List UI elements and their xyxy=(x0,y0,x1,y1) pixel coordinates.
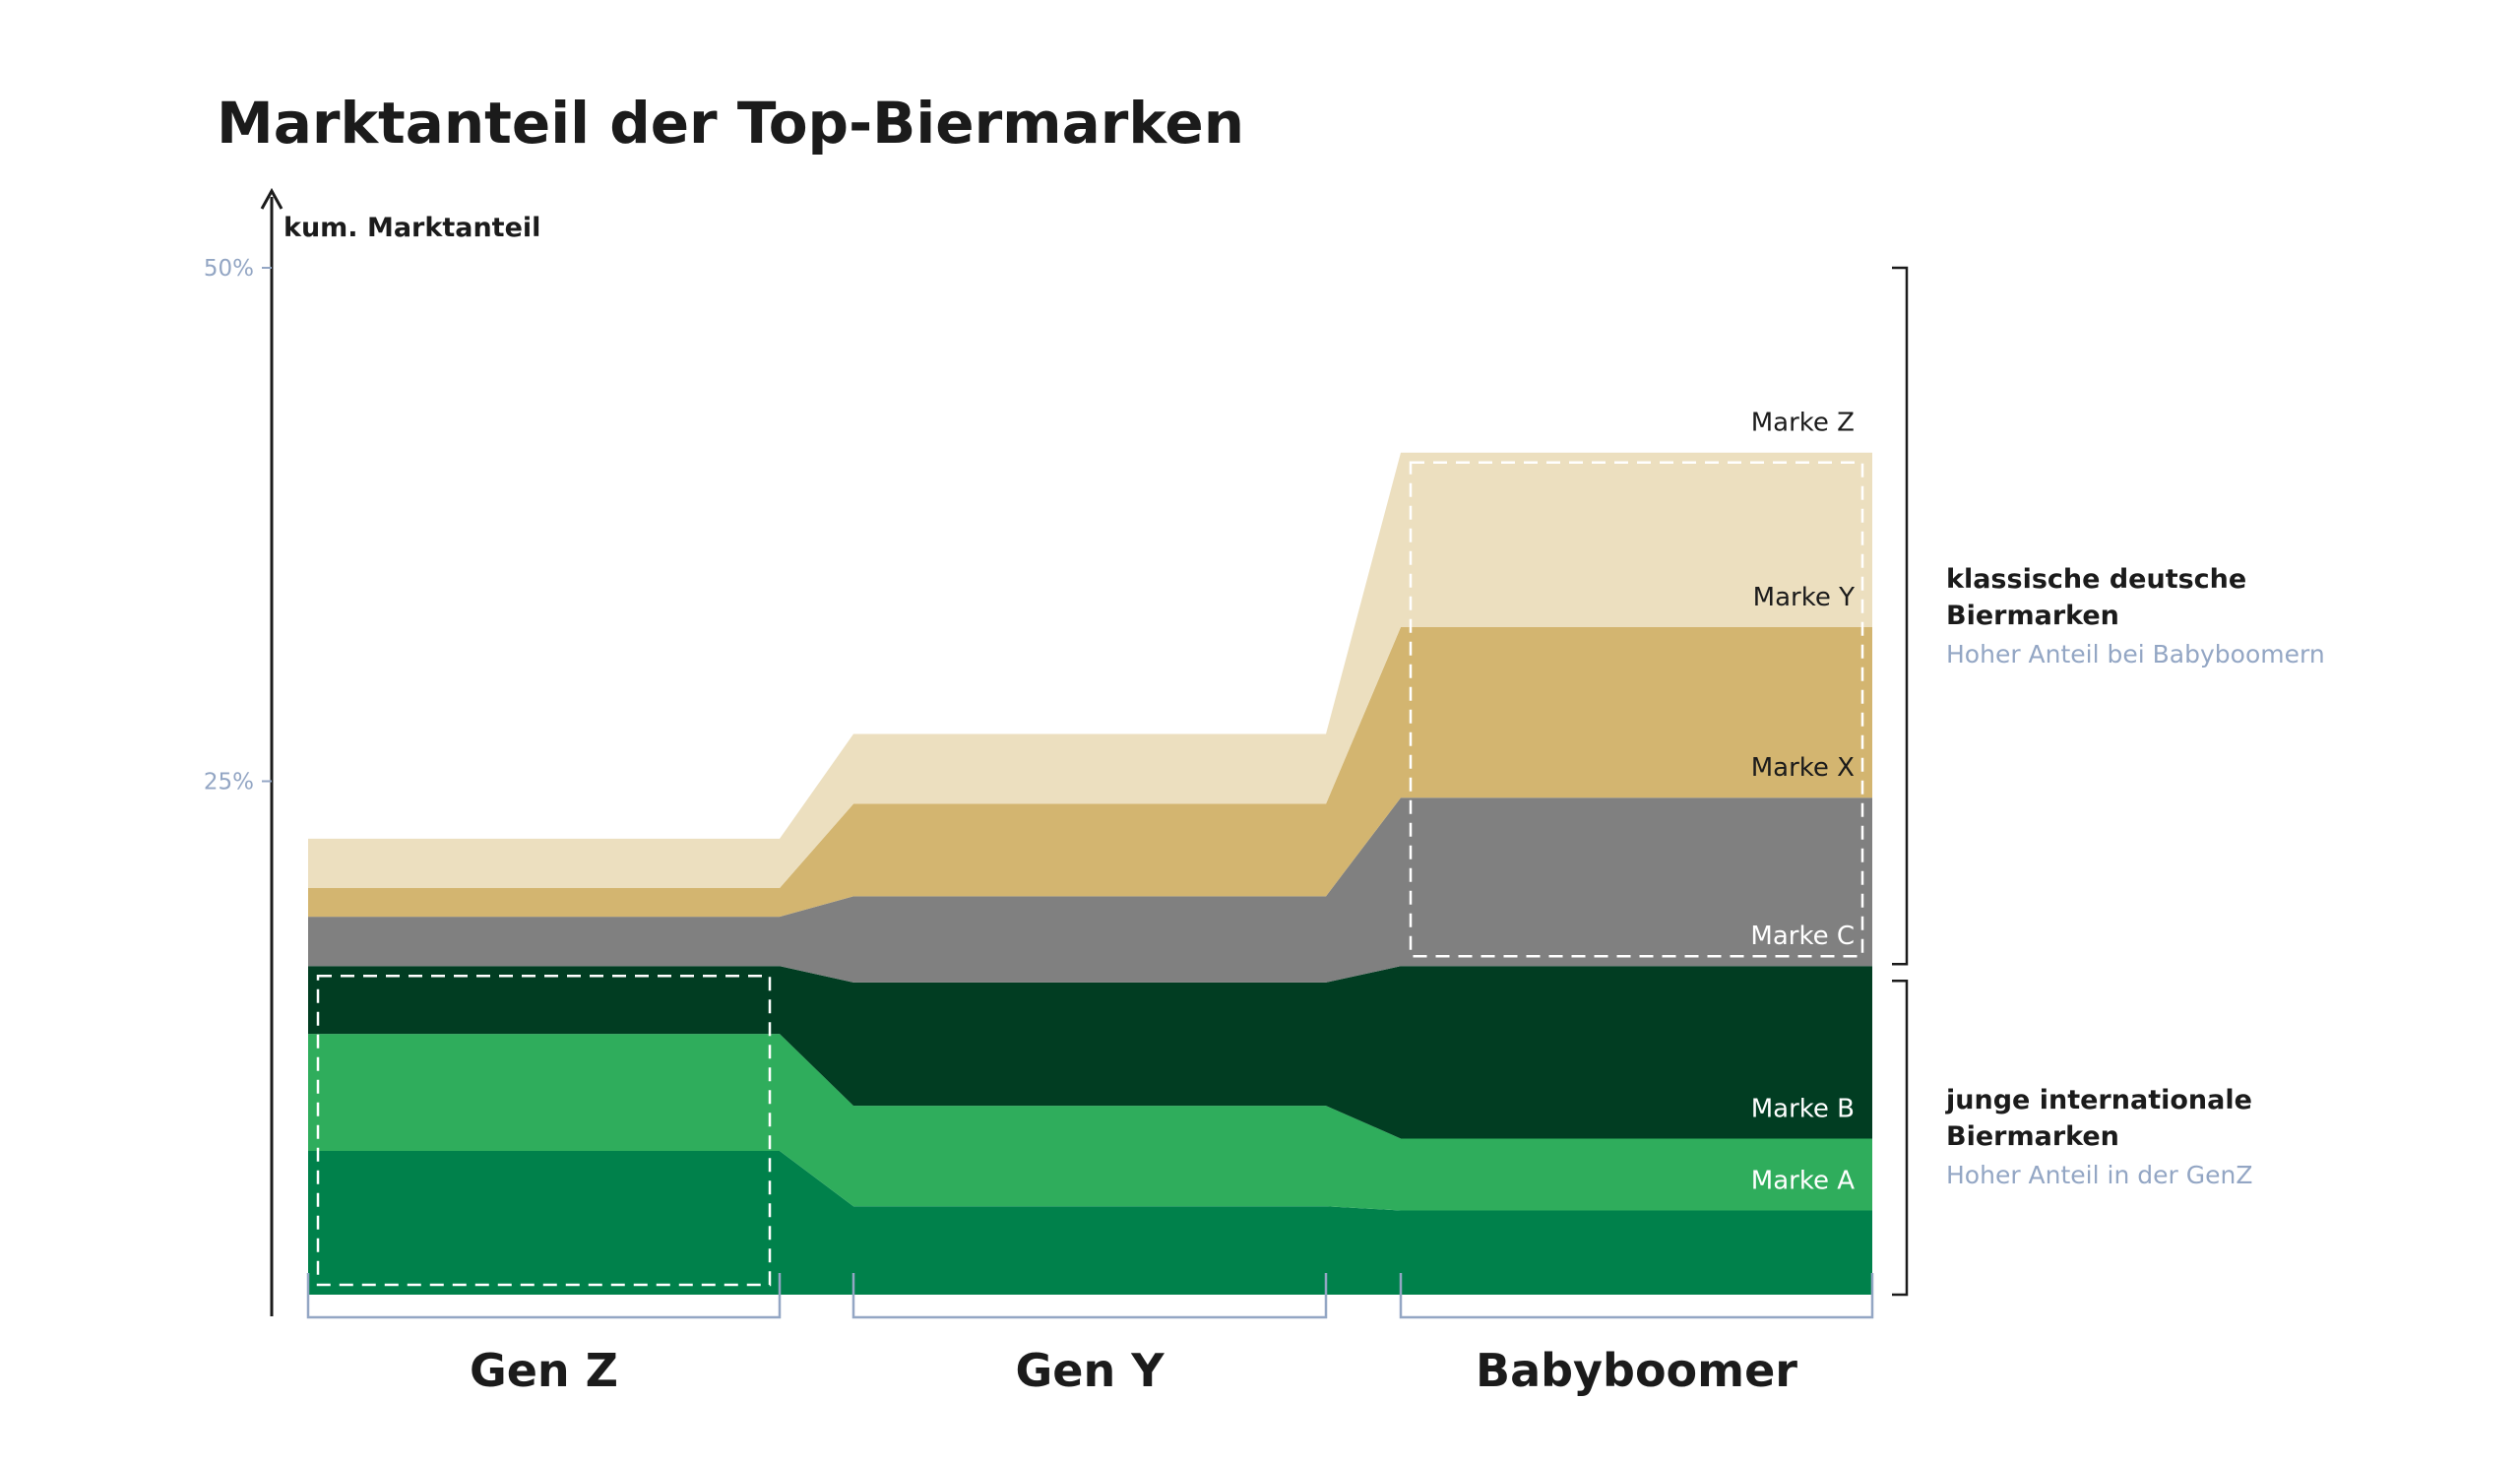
category-bracket-gen-y xyxy=(851,1273,1328,1319)
group-title-line: klassische deutsche xyxy=(1946,564,2246,595)
highlight-boxes xyxy=(316,461,1864,1287)
chart-title: Marktanteil der Top-Biermarken xyxy=(217,90,1244,157)
y-tick-label: 50% xyxy=(204,256,254,282)
category-label-gen-y: Gen Y xyxy=(1015,1344,1165,1397)
y-tick-label: 25% xyxy=(204,770,254,796)
y-axis-label: kum. Marktanteil xyxy=(284,213,540,243)
group-title-line: junge internationale xyxy=(1945,1085,2252,1115)
category-bracket-babyboomer xyxy=(1399,1273,1874,1319)
category-bracket-gen-z xyxy=(306,1273,782,1319)
series-label-marke-y: Marke Y xyxy=(1753,583,1855,612)
group-bracket-0 xyxy=(1892,266,1909,966)
area-marke-z xyxy=(308,452,1872,888)
group-labels: klassische deutsche Biermarken Hoher Antei… xyxy=(1945,564,2325,1189)
group-subtitle: Hoher Anteil in der GenZ xyxy=(1946,1161,2252,1189)
series-label-marke-z: Marke Z xyxy=(1751,409,1855,438)
y-ticks: 25% 50% xyxy=(204,256,272,796)
category-labels: Gen Z Gen Y Babyboomer xyxy=(470,1344,1797,1397)
y-axis: kum. Marktanteil xyxy=(260,187,540,1316)
series-labels: Marke A Marke B Marke C Marke X Marke Y Marke… xyxy=(1750,409,1855,1196)
area-marke-c xyxy=(308,966,1872,1139)
group-brackets xyxy=(1892,266,1909,1297)
category-label-babyboomer: Babyboomer xyxy=(1476,1344,1797,1397)
area-marke-x xyxy=(308,797,1872,983)
group-title-line: Biermarken xyxy=(1946,1121,2119,1152)
area-marke-b xyxy=(308,1034,1872,1211)
highlight-box-gen-z xyxy=(316,974,772,1287)
category-label-gen-z: Gen Z xyxy=(470,1344,618,1397)
area-marke-y xyxy=(308,627,1872,918)
stacked-areas xyxy=(308,452,1872,1295)
y-axis-arrow-icon xyxy=(260,187,284,210)
series-label-marke-b: Marke B xyxy=(1751,1094,1855,1123)
series-label-marke-c: Marke C xyxy=(1750,922,1855,951)
series-label-marke-a: Marke A xyxy=(1751,1166,1855,1195)
group-bracket-1 xyxy=(1892,979,1909,1297)
series-label-marke-x: Marke X xyxy=(1751,753,1855,783)
group-subtitle: Hoher Anteil bei Babyboomern xyxy=(1946,640,2325,668)
group-title-line: Biermarken xyxy=(1946,601,2119,631)
category-brackets xyxy=(306,1273,1874,1319)
area-marke-a xyxy=(308,1150,1872,1295)
